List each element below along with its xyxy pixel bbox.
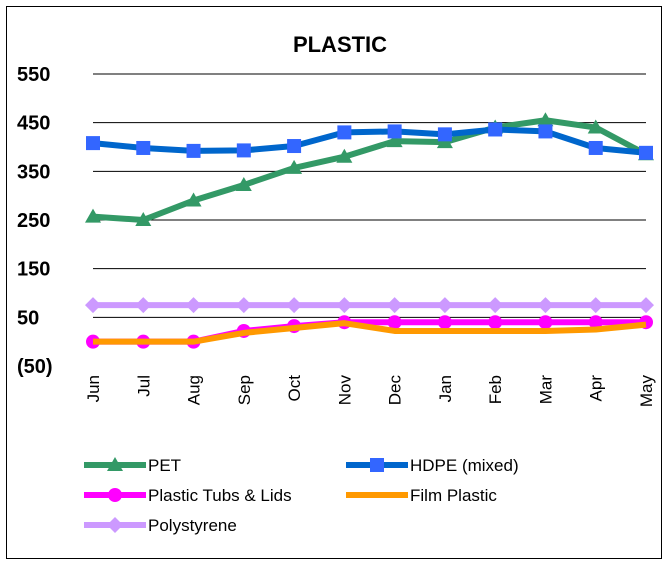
- data-point: [135, 212, 152, 226]
- x-tick-label: Aug: [185, 375, 204, 405]
- data-point: [337, 125, 352, 140]
- data-point: [86, 136, 100, 151]
- x-tick-label: Jun: [84, 375, 103, 402]
- series-lines: [85, 112, 654, 349]
- legend-item: HDPE (mixed): [346, 456, 519, 475]
- legend-label: Polystyrene: [148, 516, 237, 535]
- data-point: [236, 143, 251, 158]
- data-point: [587, 297, 604, 314]
- data-point: [336, 148, 353, 163]
- x-tick-label: Sep: [235, 375, 254, 405]
- data-point: [286, 297, 303, 314]
- data-point: [107, 517, 123, 533]
- data-point: [370, 458, 384, 472]
- x-tick-label: Feb: [486, 375, 505, 404]
- series-polystyrene: [85, 297, 654, 314]
- data-point: [538, 124, 553, 139]
- data-point: [287, 139, 302, 154]
- data-point: [85, 208, 101, 223]
- data-point: [587, 119, 604, 134]
- data-point: [436, 297, 453, 314]
- legend-item: PET: [84, 456, 181, 475]
- series-hdpe-mixed-: [86, 122, 653, 160]
- gridlines: [93, 73, 646, 318]
- series-line: [93, 320, 647, 345]
- data-point: [185, 192, 202, 207]
- y-tick-label: (50): [17, 356, 53, 378]
- data-point: [639, 145, 653, 160]
- legend-label: Plastic Tubs & Lids: [148, 486, 292, 505]
- data-point: [537, 112, 554, 127]
- x-tick-label: Oct: [285, 375, 304, 402]
- x-tick-label: May: [637, 375, 656, 408]
- data-point: [386, 297, 403, 314]
- x-tick-label: Apr: [587, 375, 606, 402]
- data-point: [85, 297, 101, 314]
- y-tick-label: 550: [17, 64, 50, 86]
- data-point: [387, 124, 402, 139]
- data-point: [487, 297, 504, 314]
- data-point: [107, 457, 123, 471]
- legend-label: HDPE (mixed): [410, 456, 519, 475]
- series-film-plastic: [93, 320, 647, 345]
- x-tick-label: Jan: [436, 375, 455, 402]
- series-line: [92, 126, 647, 156]
- data-point: [538, 315, 553, 330]
- series-line: [92, 117, 648, 223]
- data-point: [638, 297, 654, 314]
- data-point: [286, 159, 303, 174]
- x-tick-label: Jul: [134, 375, 153, 397]
- y-tick-label: 350: [17, 161, 50, 183]
- data-point: [588, 315, 603, 330]
- data-point: [537, 297, 554, 314]
- data-point: [386, 133, 403, 148]
- x-tick-label: Nov: [335, 375, 354, 406]
- x-axis-ticks: Jun Jul Aug Sep Oct Nov Dec Jan Feb Mar Apr May: [84, 375, 656, 408]
- legend-item: Plastic Tubs & Lids: [84, 486, 292, 505]
- chart-title: PLASTIC: [293, 32, 387, 57]
- x-tick-label: Mar: [536, 375, 555, 405]
- legend-label: PET: [148, 456, 181, 475]
- data-point: [336, 297, 353, 314]
- data-point: [387, 315, 402, 330]
- y-axis-ticks: 550 450 350 250 150 50 (50): [17, 64, 53, 378]
- data-point: [488, 315, 503, 330]
- legend: PET HDPE (mixed) Plastic Tubs & Lids Film P…: [84, 456, 519, 535]
- x-tick-label: Dec: [386, 375, 405, 406]
- data-point: [185, 297, 202, 314]
- legend-item: Film Plastic: [346, 486, 497, 505]
- y-tick-label: 150: [17, 259, 50, 281]
- data-point: [186, 143, 201, 158]
- data-point: [588, 140, 603, 155]
- data-point: [488, 122, 503, 137]
- data-point: [108, 488, 122, 502]
- y-tick-label: 450: [17, 113, 50, 135]
- legend-label: Film Plastic: [410, 486, 497, 505]
- data-point: [135, 297, 152, 314]
- data-point: [437, 127, 452, 142]
- data-point: [437, 315, 452, 330]
- y-tick-label: 50: [17, 307, 39, 329]
- data-point: [235, 297, 252, 314]
- y-tick-label: 250: [17, 210, 50, 232]
- data-point: [136, 140, 151, 155]
- legend-item: Polystyrene: [84, 516, 237, 535]
- data-point: [235, 176, 252, 191]
